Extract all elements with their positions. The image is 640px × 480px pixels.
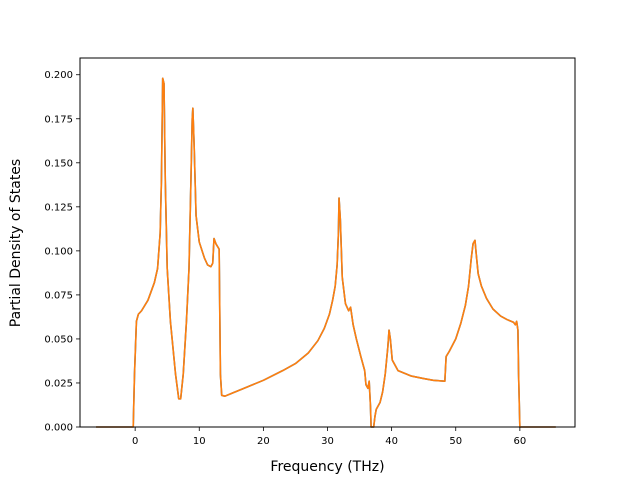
x-axis-title: Frequency (THz) — [270, 459, 384, 475]
series-layer — [96, 77, 556, 428]
y-tick-label: 0.150 — [44, 158, 73, 169]
x-tick-label: 20 — [257, 436, 270, 447]
y-axis-title: Partial Density of States — [8, 159, 24, 327]
x-tick-label: 60 — [513, 436, 526, 447]
y-tick-label: 0.000 — [44, 423, 73, 434]
y-tick-label: 0.175 — [44, 114, 73, 125]
x-axis: 0 10 20 30 40 50 60 — [132, 427, 526, 447]
series-line-2 — [96, 77, 556, 428]
x-tick-label: 0 — [132, 436, 138, 447]
y-tick-label: 0.100 — [44, 246, 73, 257]
y-tick-label: 0.075 — [44, 290, 73, 301]
x-tick-label: 50 — [449, 436, 462, 447]
y-tick-label: 0.200 — [44, 70, 73, 81]
y-tick-label: 0.050 — [44, 334, 73, 345]
y-axis: 0.000 0.025 0.050 0.075 0.100 0.125 0.150 0.175… — [44, 70, 80, 434]
y-tick-label: 0.025 — [44, 378, 73, 389]
x-tick-label: 40 — [385, 436, 398, 447]
x-tick-label: 30 — [321, 436, 334, 447]
x-tick-label: 10 — [193, 436, 206, 447]
y-tick-label: 0.125 — [44, 202, 73, 213]
